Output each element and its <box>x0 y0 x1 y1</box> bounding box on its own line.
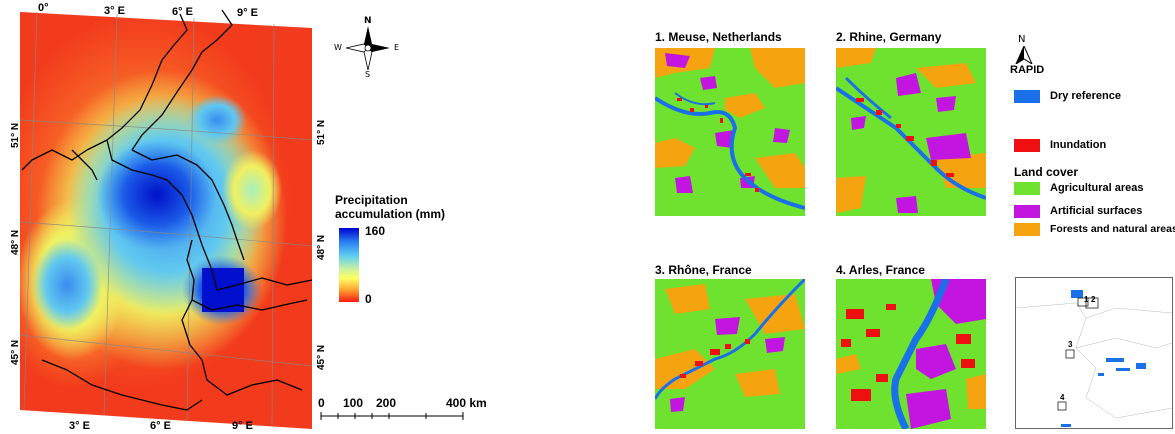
compass-n: N <box>364 16 372 26</box>
scale-label: 0 <box>318 396 325 410</box>
scale-label: 200 <box>376 396 397 410</box>
compass-s: S <box>365 70 371 79</box>
panel-title: 3. Rhône, France <box>655 263 752 277</box>
locator-site-4: 4 <box>1060 393 1065 402</box>
panel-title: 4. Arles, France <box>836 263 925 277</box>
top-lon-label: 9° E <box>237 7 258 19</box>
legend-dry-reference-swatch <box>1014 90 1040 103</box>
bottom-lon-label: 3° E <box>69 420 90 432</box>
scale-label: 400 km <box>446 396 487 410</box>
legend-landcover-header: Land cover <box>1014 165 1079 179</box>
colorbar-min-label: 0 <box>365 292 372 306</box>
panel-arles-map <box>836 279 986 429</box>
precipitation-map-canvas <box>19 9 313 429</box>
top-lon-label: 0° <box>38 2 49 14</box>
legend-forests-swatch <box>1014 223 1040 236</box>
panel-title: 1. Meuse, Netherlands <box>655 30 782 44</box>
precipitation-map: 0° 3° E 6° E 9° E 3° E 6° E 9° E 51° N 4… <box>10 0 332 432</box>
legend-artificial-swatch <box>1014 205 1040 218</box>
compass-icon <box>345 26 390 71</box>
left-lat-label: 51° N <box>10 122 21 148</box>
bottom-lon-label: 6° E <box>150 420 171 432</box>
legend-dry-reference-label: Dry reference <box>1050 90 1121 102</box>
scale-bar: 0 100 200 400 km <box>318 396 488 426</box>
legend-artificial-label: Artificial surfaces <box>1050 205 1143 217</box>
scale-label: 100 <box>343 396 364 410</box>
legend-inundation-label: Inundation <box>1050 139 1107 151</box>
colorbar-max-label: 160 <box>365 224 386 238</box>
top-lon-label: 6° E <box>172 6 193 18</box>
panel-meuse-map <box>655 48 805 216</box>
legend-forests-label: Forests and natural areas <box>1050 223 1175 235</box>
colorbar <box>339 228 359 302</box>
right-lat-label: 45° N <box>316 344 327 370</box>
compass-w: W <box>334 43 342 52</box>
compass-rose: N S W E <box>334 16 400 79</box>
left-lat-label: 45° N <box>10 339 21 365</box>
locator-map: 1 2 3 4 <box>1015 277 1173 429</box>
legend-rapid-header: RAPID <box>1010 64 1045 76</box>
locator-site-1: 1 <box>1084 295 1089 304</box>
compass-e: E <box>394 43 400 52</box>
locator-site-2: 2 <box>1091 295 1096 304</box>
right-lat-label: 51° N <box>316 119 327 145</box>
north-arrow-icon <box>1015 46 1033 64</box>
panel-title: 2. Rhine, Germany <box>836 30 942 44</box>
legend-agricultural-label: Agricultural areas <box>1050 182 1144 194</box>
scale-bar-line <box>320 412 464 420</box>
legend-agricultural-swatch <box>1014 182 1040 195</box>
panel-rhine-map <box>836 48 986 216</box>
colorbar-title-line1: Precipitation <box>335 193 408 207</box>
panel-rhone-map <box>655 279 805 429</box>
legend-inundation-swatch <box>1014 139 1040 152</box>
legend: N RAPID Dry reference Inundation Land co… <box>1010 34 1175 244</box>
bottom-lon-label: 9° E <box>232 420 253 432</box>
legend-north-label: N <box>1018 34 1026 45</box>
top-lon-label: 3° E <box>104 5 125 17</box>
left-lat-label: 48° N <box>10 229 21 255</box>
right-lat-label: 48° N <box>316 234 327 260</box>
colorbar-title-line2: accumulation (mm) <box>335 207 446 221</box>
locator-site-3: 3 <box>1068 340 1073 349</box>
